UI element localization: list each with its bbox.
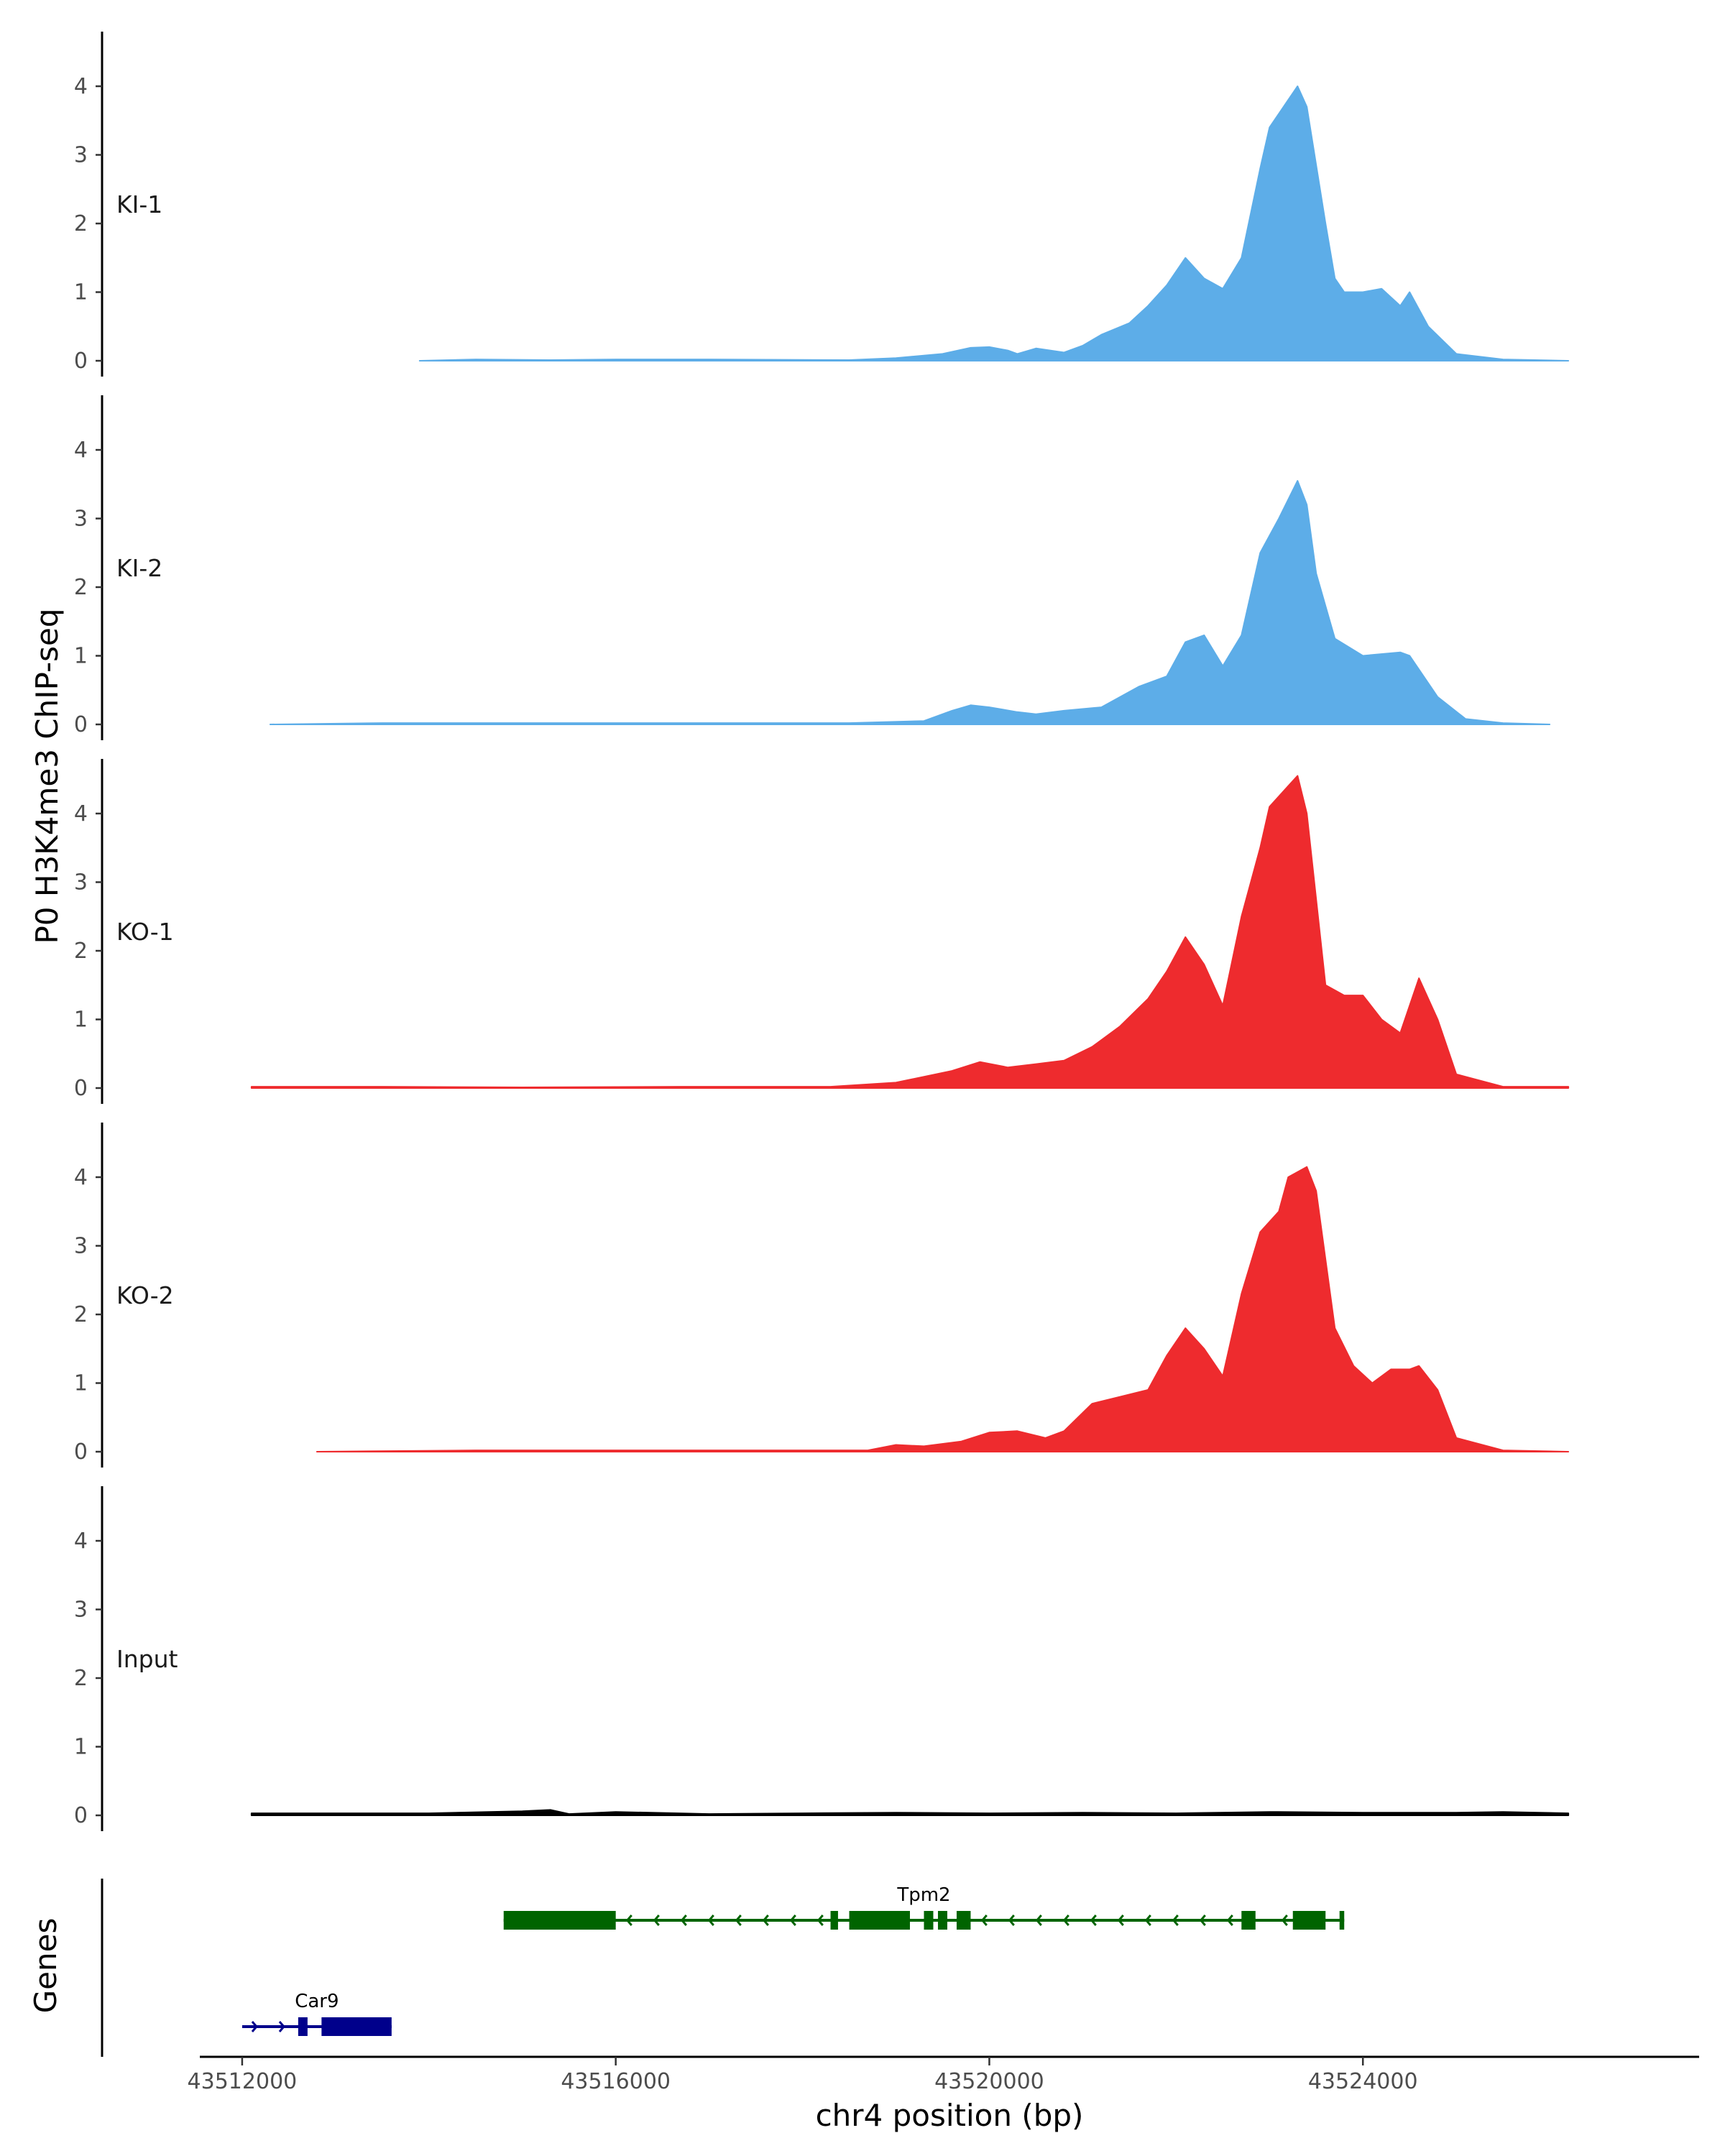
gene-tpm2-strand-arrow bbox=[1062, 1915, 1070, 1926]
gene-label-car9: Car9 bbox=[295, 1991, 339, 2012]
gene-tpm2-strand-arrow bbox=[1172, 1915, 1179, 1926]
gene-tpm2-strand-arrow bbox=[1008, 1915, 1015, 1926]
y-tick-label-ki-2-2: 2 bbox=[74, 575, 88, 600]
y-tick-label-ko-1-4: 4 bbox=[74, 801, 88, 826]
gene-tpm2-strand-arrow bbox=[707, 1915, 714, 1926]
gene-tpm2-strand-arrow bbox=[680, 1915, 687, 1926]
y-tick-label-ko-1-1: 1 bbox=[74, 1008, 88, 1033]
gene-car9-strand-arrow bbox=[278, 2021, 285, 2032]
y-tick-label-ki-2-4: 4 bbox=[74, 438, 88, 463]
y-tick-label-ko-2-1: 1 bbox=[74, 1371, 88, 1396]
track-label-ki-1: KI-1 bbox=[116, 190, 162, 218]
gene-tpm2-exon-5 bbox=[937, 1911, 947, 1930]
signal-area-ko-2 bbox=[316, 1166, 1570, 1452]
track-ki-2: 0 1 2 3 4 KI-2 bbox=[74, 395, 1551, 740]
y-tick-label-ko-2-4: 4 bbox=[74, 1165, 88, 1190]
y-tick-label-ki-1-0: 0 bbox=[74, 349, 88, 374]
track-label-ko-2: KO-2 bbox=[116, 1281, 174, 1309]
y-tick-label-input-0: 0 bbox=[74, 1803, 88, 1828]
signal-area-ko-1 bbox=[250, 775, 1570, 1089]
y-tick-label-ki-1-2: 2 bbox=[74, 211, 88, 236]
gene-tpm2-strand-arrow bbox=[625, 1915, 632, 1926]
y-tick-label-input-2: 2 bbox=[74, 1666, 88, 1691]
y-tick-label-ki-1-4: 4 bbox=[74, 74, 88, 99]
y-tick-label-ki-2-3: 3 bbox=[74, 507, 88, 532]
y-tick-label-ki-1-3: 3 bbox=[74, 143, 88, 168]
gene-tpm2-strand-arrow bbox=[980, 1915, 988, 1926]
signal-area-ki-1 bbox=[418, 86, 1570, 361]
y-tick-label-ki-1-1: 1 bbox=[74, 280, 88, 305]
y-tick-label-ko-2-2: 2 bbox=[74, 1302, 88, 1327]
gene-car9-strand-arrow bbox=[251, 2021, 258, 2032]
gene-tpm2-exon-3 bbox=[849, 1911, 910, 1930]
y-tick-label-input-1: 1 bbox=[74, 1735, 88, 1760]
coverage-tracks: 0 1 2 3 4 KI-1 0 1 2 3 4 KI-2 0 1 2 3 4 KO-1 0 1 2 3 4 KO-2 0 1 2 3… bbox=[74, 32, 1570, 1831]
gene-car9-exon-1 bbox=[298, 2017, 308, 2036]
gene-tpm2-exon-8 bbox=[1292, 1911, 1326, 1930]
gene-tpm2-exon-9 bbox=[1339, 1911, 1345, 1930]
y-axis-title: P0 H3K4me3 ChIP-seq bbox=[29, 608, 65, 944]
y-tick-label-ko-1-3: 3 bbox=[74, 870, 88, 895]
track-ko-2: 0 1 2 3 4 KO-2 bbox=[74, 1123, 1570, 1468]
y-tick-label-ki-2-1: 1 bbox=[74, 644, 88, 669]
gene-tpm2-exon-7 bbox=[1241, 1911, 1256, 1930]
y-tick-label-ki-2-0: 0 bbox=[74, 712, 88, 737]
signal-area-input bbox=[250, 1809, 1570, 1816]
gene-label-tpm2: Tpm2 bbox=[896, 1884, 950, 1906]
gene-tpm2-strand-arrow bbox=[1117, 1915, 1124, 1926]
x-tick-label-43512000: 43512000 bbox=[188, 2069, 298, 2094]
track-ko-1: 0 1 2 3 4 KO-1 bbox=[74, 759, 1570, 1104]
x-axis: 43512000 43516000 43520000 43524000 bbox=[188, 2055, 1699, 2094]
genes-track-label: Genes bbox=[28, 1918, 63, 2014]
y-tick-label-ko-2-3: 3 bbox=[74, 1234, 88, 1259]
x-tick-label-43520000: 43520000 bbox=[934, 2069, 1044, 2094]
gene-tpm2-strand-arrow bbox=[1281, 1915, 1288, 1926]
gene-tpm2-strand-arrow bbox=[762, 1915, 769, 1926]
gene-tpm2-exon-6 bbox=[956, 1911, 971, 1930]
y-tick-label-input-3: 3 bbox=[74, 1598, 88, 1623]
gene-tpm2-strand-arrow bbox=[653, 1915, 660, 1926]
y-tick-label-ko-1-0: 0 bbox=[74, 1076, 88, 1101]
gene-tpm2-strand-arrow bbox=[735, 1915, 742, 1926]
y-tick-label-ko-1-2: 2 bbox=[74, 939, 88, 964]
x-axis-title: chr4 position (bp) bbox=[816, 2098, 1084, 2133]
y-tick-label-input-4: 4 bbox=[74, 1529, 88, 1554]
gene-car9-exon-2 bbox=[321, 2017, 392, 2036]
track-ki-1: 0 1 2 3 4 KI-1 bbox=[74, 32, 1570, 377]
gene-car9: Car9 bbox=[242, 1991, 392, 2036]
gene-tpm2-strand-arrow bbox=[1199, 1915, 1206, 1926]
gene-tpm2-strand-arrow bbox=[1035, 1915, 1042, 1926]
track-input: 0 1 2 3 4 Input bbox=[74, 1486, 1570, 1831]
signal-area-ki-2 bbox=[269, 480, 1551, 725]
gene-tpm2-exon-4 bbox=[924, 1911, 934, 1930]
gene-tpm2-strand-arrow bbox=[1090, 1915, 1097, 1926]
genes-panel: Genes Tpm2 Car9 bbox=[28, 1879, 1345, 2057]
gene-tpm2: Tpm2 bbox=[503, 1884, 1345, 1930]
track-label-ki-2: KI-2 bbox=[116, 554, 162, 582]
track-label-ko-1: KO-1 bbox=[116, 918, 174, 946]
gene-tpm2-strand-arrow bbox=[1226, 1915, 1233, 1926]
track-label-input: Input bbox=[116, 1645, 178, 1673]
gene-tpm2-exon-2 bbox=[830, 1911, 838, 1930]
gene-tpm2-exon-1 bbox=[503, 1911, 616, 1930]
x-tick-label-43524000: 43524000 bbox=[1308, 2069, 1418, 2094]
gene-tpm2-strand-arrow bbox=[1144, 1915, 1151, 1926]
gene-tpm2-strand-arrow bbox=[789, 1915, 796, 1926]
gene-tpm2-strand-arrow bbox=[816, 1915, 824, 1926]
y-tick-label-ko-2-0: 0 bbox=[74, 1439, 88, 1465]
x-tick-label-43516000: 43516000 bbox=[561, 2069, 671, 2094]
